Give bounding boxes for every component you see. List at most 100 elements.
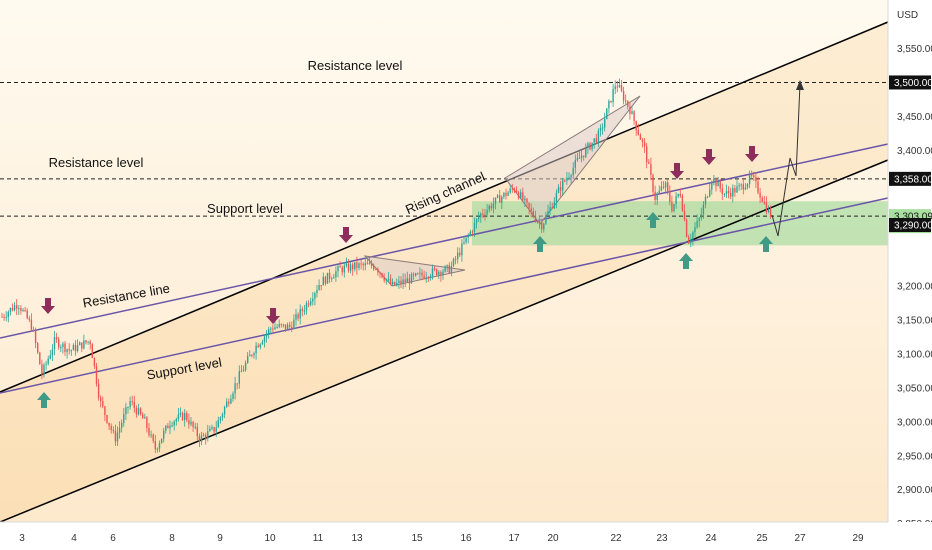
candle-body (11, 308, 14, 311)
x-tick-label: 20 (547, 533, 559, 544)
candle-body (158, 443, 161, 449)
candle-body (746, 183, 749, 188)
candle-body (442, 271, 444, 276)
candle-body (379, 272, 381, 274)
y-tick-label: 2,900.00 (897, 485, 932, 496)
candle-body (622, 90, 625, 101)
candle-body (587, 143, 589, 148)
candle-body (150, 434, 152, 436)
candle-body (719, 181, 721, 189)
candle-body (322, 276, 324, 286)
candle-body (744, 187, 747, 190)
candle-body (522, 192, 524, 201)
candle-body (408, 278, 411, 284)
candle-body (160, 438, 163, 444)
x-tick-label: 23 (656, 533, 668, 544)
x-tick-label: 10 (264, 533, 276, 544)
candle-body (343, 265, 345, 273)
candle-body (45, 363, 47, 365)
candle-body (341, 267, 343, 273)
candle-body (685, 219, 688, 237)
y-tick-label: 3,400.00 (897, 146, 932, 157)
candle-body (683, 210, 686, 220)
candle-body (681, 196, 684, 211)
candle-body (79, 342, 81, 346)
candle-body (131, 401, 133, 403)
candle-body (320, 285, 322, 287)
candle-body (118, 427, 121, 433)
candle-body (721, 188, 723, 194)
candle-body (723, 193, 726, 195)
candle-body (751, 174, 753, 176)
candle-body (446, 265, 448, 267)
candle-body (692, 232, 694, 240)
x-tick-label: 17 (508, 533, 520, 544)
candle-body (467, 235, 469, 238)
candle-body (7, 312, 9, 318)
candle-body (303, 310, 306, 312)
candle-body (664, 182, 667, 188)
candle-body (452, 258, 455, 266)
candle-body (730, 193, 732, 197)
x-tick-label: 11 (313, 533, 324, 544)
candle-body (415, 273, 417, 276)
candle-body (732, 188, 734, 197)
candle-body (566, 177, 568, 181)
price-tag-label: 3,290.00 (894, 221, 932, 232)
candle-body (251, 354, 253, 356)
candle-body (58, 339, 60, 348)
candle-body (755, 177, 757, 182)
candle-body (349, 264, 352, 271)
candle-body (274, 327, 276, 330)
candle-body (114, 430, 117, 442)
candle-body (524, 198, 526, 201)
candle-body (291, 326, 293, 329)
candle-body (589, 143, 591, 150)
candle-body (570, 175, 572, 178)
candle-body (87, 341, 89, 343)
candle-body (217, 420, 219, 428)
candle-body (549, 206, 551, 212)
candle-body (106, 415, 108, 423)
candle-body (553, 201, 555, 209)
candle-body (223, 407, 226, 415)
candle-body (629, 106, 631, 115)
candle-body (47, 358, 49, 364)
candle-body (133, 402, 135, 408)
candle-body (740, 184, 742, 186)
candle-body (167, 425, 169, 429)
candle-body (5, 317, 7, 319)
candle-body (373, 266, 375, 270)
candle-body (22, 309, 24, 311)
buy-arrow-icon (759, 236, 773, 252)
candle-body (492, 203, 495, 209)
candle-body (545, 215, 547, 224)
candle-body (268, 329, 270, 334)
candle-body (144, 417, 146, 419)
candle-body (209, 428, 211, 432)
candle-body (362, 263, 364, 266)
candle-body (286, 324, 289, 329)
candle-body (129, 401, 131, 408)
buy-arrow-icon (533, 236, 547, 252)
candle-body (100, 397, 102, 401)
candle-body (484, 214, 486, 216)
candle-body (538, 221, 541, 223)
candle-body (316, 289, 318, 294)
currency-label: USD (897, 10, 918, 21)
y-tick-label: 3,000.00 (897, 417, 932, 428)
candle-body (278, 324, 280, 327)
annotation-label: Resistance level (49, 155, 144, 170)
sell-arrow-icon (41, 298, 55, 314)
candle-body (478, 217, 480, 220)
price-tag-label: 3,500.00 (894, 78, 932, 89)
candle-body (95, 366, 98, 384)
candle-body (402, 279, 404, 285)
candle-body (83, 340, 85, 349)
candle-body (358, 263, 360, 269)
candle-body (650, 163, 652, 176)
sell-arrow-icon (702, 149, 716, 165)
candle-body (213, 426, 215, 432)
candle-body (513, 189, 516, 191)
